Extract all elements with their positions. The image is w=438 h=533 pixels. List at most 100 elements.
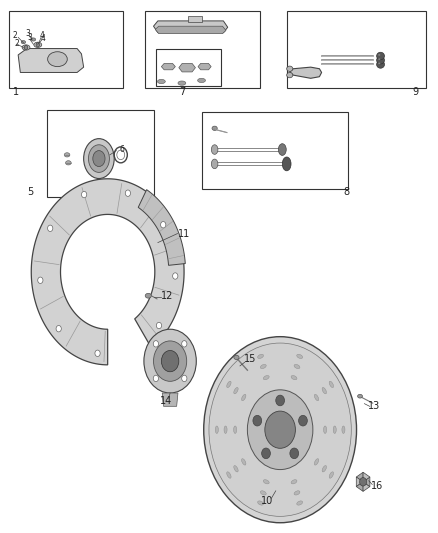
Ellipse shape bbox=[178, 81, 186, 85]
Bar bbox=[287, 11, 426, 88]
Polygon shape bbox=[363, 477, 370, 487]
Ellipse shape bbox=[378, 54, 380, 56]
Polygon shape bbox=[18, 49, 84, 72]
Text: 7: 7 bbox=[179, 87, 185, 97]
Ellipse shape bbox=[31, 38, 35, 41]
Circle shape bbox=[125, 190, 131, 196]
Ellipse shape bbox=[215, 426, 219, 433]
Ellipse shape bbox=[333, 426, 336, 433]
Text: 11: 11 bbox=[178, 229, 190, 239]
Ellipse shape bbox=[258, 354, 264, 359]
Ellipse shape bbox=[198, 78, 205, 83]
Bar bbox=[46, 110, 153, 197]
Circle shape bbox=[182, 375, 187, 382]
Ellipse shape bbox=[258, 501, 264, 505]
Bar bbox=[10, 11, 123, 88]
Circle shape bbox=[265, 411, 295, 448]
Ellipse shape bbox=[377, 61, 385, 68]
Ellipse shape bbox=[294, 491, 300, 495]
Ellipse shape bbox=[260, 365, 266, 369]
Bar bbox=[188, 15, 201, 22]
Polygon shape bbox=[138, 190, 185, 265]
Circle shape bbox=[173, 273, 178, 279]
Polygon shape bbox=[290, 67, 321, 78]
Ellipse shape bbox=[227, 381, 231, 387]
Ellipse shape bbox=[377, 52, 385, 60]
Ellipse shape bbox=[48, 52, 67, 67]
Polygon shape bbox=[162, 393, 178, 406]
Ellipse shape bbox=[329, 472, 333, 478]
Ellipse shape bbox=[329, 381, 333, 387]
Circle shape bbox=[38, 277, 43, 284]
Text: 6: 6 bbox=[120, 145, 124, 154]
Ellipse shape bbox=[21, 41, 25, 44]
Circle shape bbox=[81, 191, 87, 198]
Ellipse shape bbox=[88, 145, 110, 172]
Circle shape bbox=[276, 395, 285, 406]
Ellipse shape bbox=[157, 79, 165, 84]
Polygon shape bbox=[363, 482, 370, 491]
Text: 4: 4 bbox=[40, 31, 45, 40]
Ellipse shape bbox=[260, 491, 266, 495]
Ellipse shape bbox=[145, 293, 151, 298]
Ellipse shape bbox=[22, 45, 30, 50]
Ellipse shape bbox=[294, 365, 300, 369]
Text: 3: 3 bbox=[26, 29, 31, 38]
Text: 2: 2 bbox=[13, 31, 18, 41]
Ellipse shape bbox=[34, 42, 42, 47]
Polygon shape bbox=[356, 477, 363, 487]
Polygon shape bbox=[31, 179, 184, 365]
Text: 3: 3 bbox=[28, 34, 32, 43]
Text: 4: 4 bbox=[41, 35, 46, 44]
Ellipse shape bbox=[93, 151, 105, 166]
Ellipse shape bbox=[212, 159, 218, 168]
Text: 1: 1 bbox=[13, 87, 19, 97]
Circle shape bbox=[24, 45, 28, 50]
Circle shape bbox=[209, 343, 351, 516]
Ellipse shape bbox=[291, 376, 297, 379]
Polygon shape bbox=[161, 63, 175, 70]
Ellipse shape bbox=[212, 126, 217, 131]
Ellipse shape bbox=[84, 139, 114, 179]
Ellipse shape bbox=[297, 354, 303, 359]
Circle shape bbox=[360, 478, 367, 486]
Ellipse shape bbox=[242, 394, 246, 401]
Circle shape bbox=[161, 351, 179, 372]
Polygon shape bbox=[179, 63, 195, 72]
Ellipse shape bbox=[234, 465, 238, 472]
Circle shape bbox=[36, 43, 39, 47]
Circle shape bbox=[156, 322, 162, 329]
Ellipse shape bbox=[234, 356, 239, 360]
Text: 9: 9 bbox=[413, 87, 419, 97]
Ellipse shape bbox=[117, 150, 125, 160]
Text: 13: 13 bbox=[368, 401, 380, 411]
Text: 15: 15 bbox=[244, 354, 257, 364]
Ellipse shape bbox=[242, 459, 246, 465]
Ellipse shape bbox=[287, 66, 293, 71]
Ellipse shape bbox=[324, 426, 327, 433]
Ellipse shape bbox=[283, 157, 291, 171]
Circle shape bbox=[299, 415, 307, 426]
Polygon shape bbox=[198, 63, 211, 70]
Circle shape bbox=[253, 415, 261, 426]
Circle shape bbox=[182, 341, 187, 347]
Ellipse shape bbox=[378, 62, 380, 64]
Circle shape bbox=[95, 350, 100, 357]
Ellipse shape bbox=[314, 394, 319, 401]
Ellipse shape bbox=[233, 426, 237, 433]
Ellipse shape bbox=[263, 480, 269, 484]
Text: 10: 10 bbox=[261, 496, 273, 506]
Ellipse shape bbox=[297, 501, 303, 505]
Circle shape bbox=[56, 326, 61, 332]
Circle shape bbox=[247, 390, 313, 470]
Circle shape bbox=[161, 222, 166, 228]
Text: 14: 14 bbox=[159, 396, 172, 406]
Ellipse shape bbox=[291, 480, 297, 484]
Text: 2: 2 bbox=[15, 39, 20, 48]
Ellipse shape bbox=[377, 56, 385, 64]
Ellipse shape bbox=[212, 145, 218, 155]
Polygon shape bbox=[356, 472, 363, 482]
Circle shape bbox=[290, 448, 299, 459]
Ellipse shape bbox=[263, 376, 269, 379]
Ellipse shape bbox=[234, 387, 238, 394]
